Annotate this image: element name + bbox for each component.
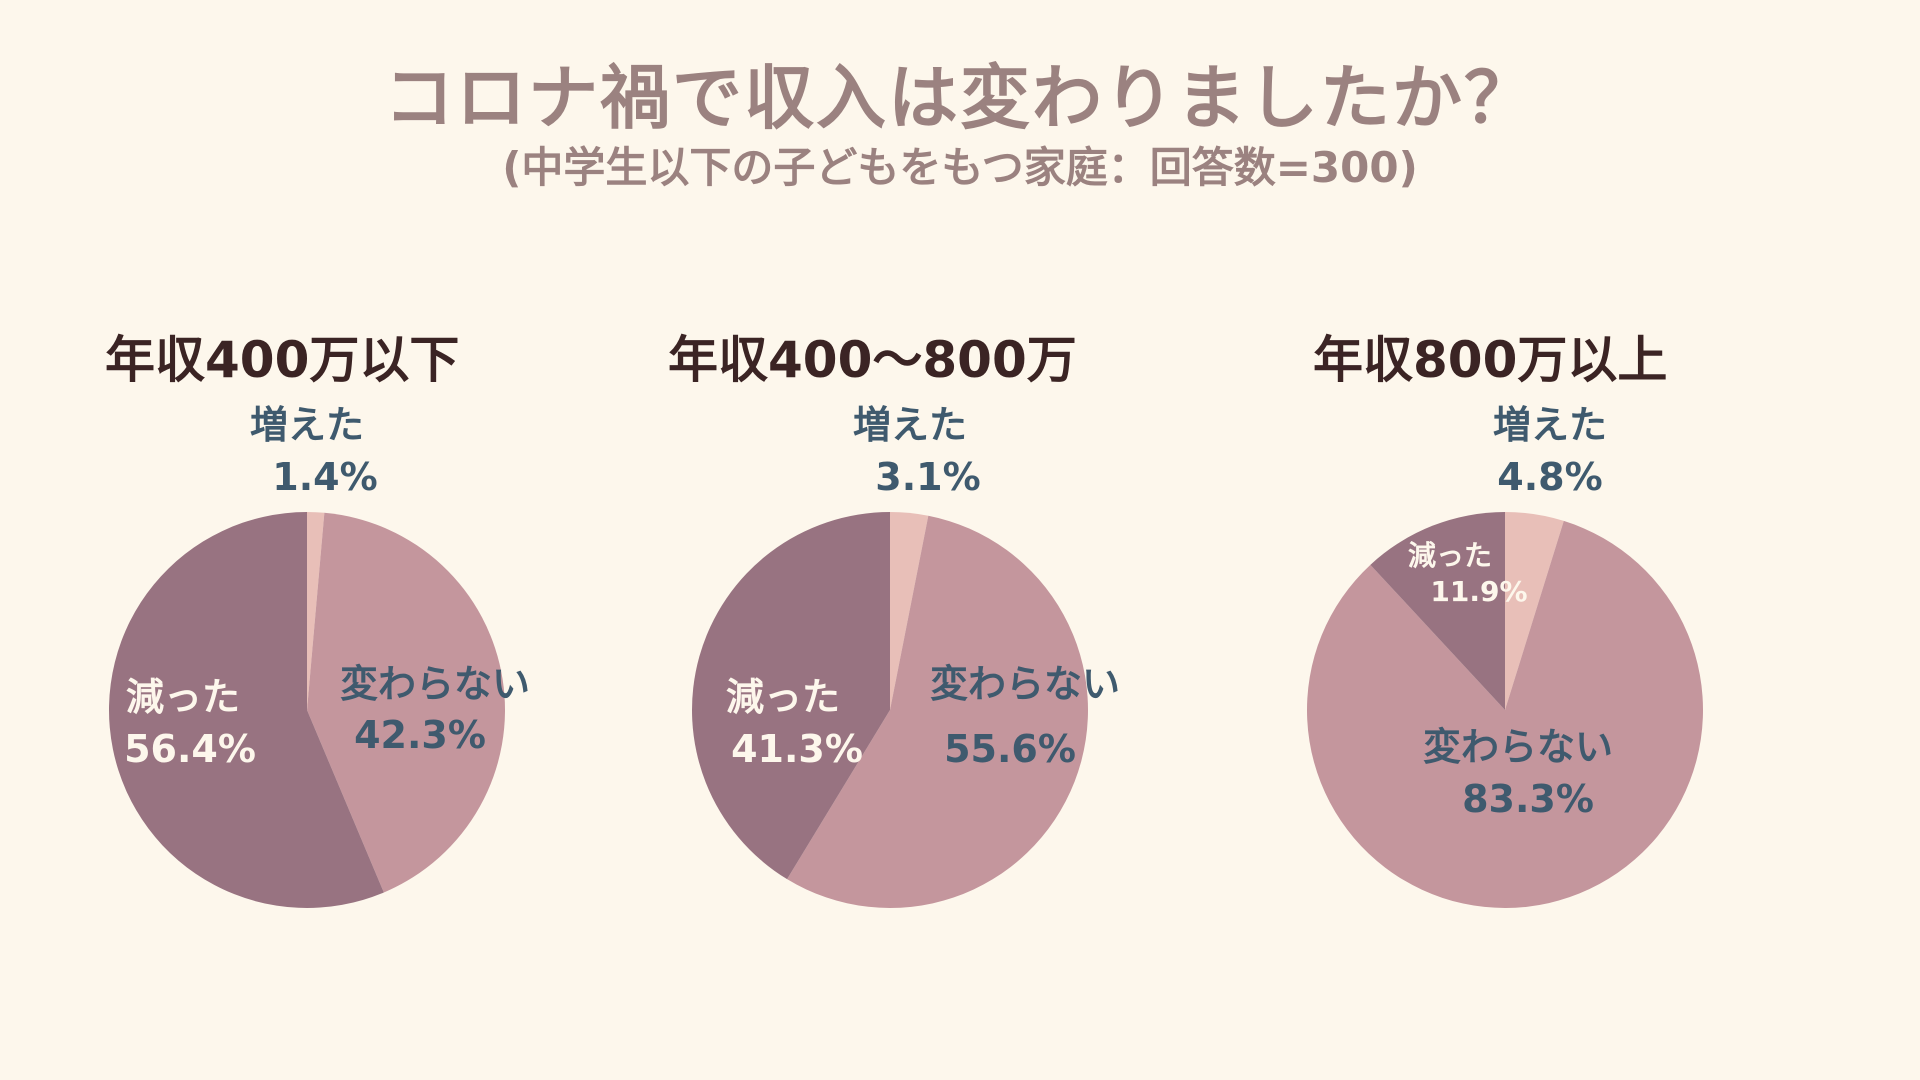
pie-3-value-unchanged: 83.3%	[1462, 777, 1594, 821]
pie-3-label-unchanged: 変わらない	[1423, 725, 1613, 769]
chart-title-main: コロナ禍で収入は変わりましたか？	[384, 57, 1536, 139]
pie-1-label-unchanged: 変わらない	[340, 662, 530, 706]
pie-3-value-decreased: 11.9%	[1430, 575, 1527, 608]
pie-3-slice-unchanged	[1307, 520, 1703, 909]
pie-1-value-increased: 1.4%	[272, 455, 377, 499]
pie-1-value-decreased: 56.4%	[124, 727, 256, 771]
pie-1-value-unchanged: 42.3%	[354, 713, 486, 757]
pie-2-label-decreased: 減った	[726, 675, 840, 719]
pie-2-label-increased: 増えた	[853, 403, 967, 447]
pie-3-label-increased: 増えた	[1493, 403, 1607, 447]
chart-subtitle: (中学生以下の子どもをもつ家庭：回答数=300)	[502, 143, 1418, 192]
pie-2-value-decreased: 41.3%	[731, 727, 863, 771]
pie-1-label-decreased: 減った	[126, 675, 240, 719]
pie-1-title: 年収400万以下	[105, 331, 460, 389]
pie-3-label-decreased: 減った	[1408, 539, 1492, 572]
pie-2-slice-decreased	[692, 512, 890, 880]
pie-1-slice-unchanged	[307, 512, 505, 893]
pie-2-value-unchanged: 55.6%	[944, 727, 1076, 771]
pie-1-label-increased: 増えた	[250, 403, 364, 447]
pie-2-value-increased: 3.1%	[875, 455, 980, 499]
pie-1-slice-decreased	[108, 512, 384, 908]
pie-2-label-unchanged: 変わらない	[930, 662, 1120, 706]
pie-1-slice-increased	[307, 512, 325, 710]
pie-2-title: 年収400〜800万	[668, 331, 1077, 389]
pie-3-title: 年収800万以上	[1313, 331, 1668, 389]
pie-3-slice-increased	[1505, 512, 1564, 710]
pie-3-value-increased: 4.8%	[1497, 455, 1602, 499]
pie-2-slice-unchanged	[787, 515, 1089, 908]
pie-2-slice-increased	[890, 512, 929, 710]
pie-3-slice-decreased	[1370, 512, 1505, 710]
